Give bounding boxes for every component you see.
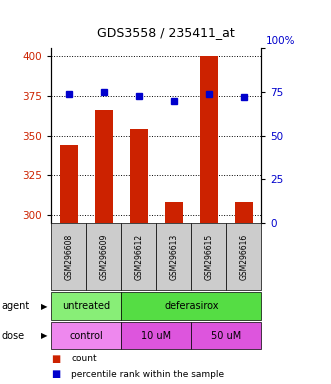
Bar [157, 223, 191, 290]
Text: GSM296612: GSM296612 [134, 233, 143, 280]
Bar [51, 292, 121, 320]
Bar [226, 223, 261, 290]
Text: 10 uM: 10 uM [141, 331, 171, 341]
Text: ▶: ▶ [41, 301, 48, 311]
Bar [51, 223, 86, 290]
Text: GDS3558 / 235411_at: GDS3558 / 235411_at [97, 26, 234, 39]
Text: GSM296615: GSM296615 [205, 233, 213, 280]
Text: agent: agent [2, 301, 30, 311]
Bar [121, 322, 191, 349]
Bar [86, 223, 121, 290]
Bar [51, 322, 121, 349]
Text: dose: dose [2, 331, 25, 341]
Bar [200, 56, 218, 223]
Bar [95, 110, 113, 223]
Text: GSM296613: GSM296613 [169, 233, 178, 280]
Bar [235, 202, 253, 223]
Text: 50 uM: 50 uM [211, 331, 242, 341]
Text: 100%: 100% [266, 36, 295, 46]
Text: ■: ■ [51, 354, 61, 364]
Bar [60, 145, 77, 223]
Bar [191, 322, 261, 349]
Text: GSM296608: GSM296608 [64, 233, 73, 280]
Bar [191, 223, 226, 290]
Bar [121, 292, 261, 320]
Text: count: count [71, 354, 97, 363]
Bar [165, 202, 183, 223]
Text: control: control [70, 331, 103, 341]
Text: GSM296616: GSM296616 [239, 233, 249, 280]
Text: deferasirox: deferasirox [164, 301, 219, 311]
Text: ▶: ▶ [41, 331, 48, 340]
Text: GSM296609: GSM296609 [99, 233, 108, 280]
Bar [130, 129, 148, 223]
Text: untreated: untreated [62, 301, 111, 311]
Text: ■: ■ [51, 369, 61, 379]
Bar [121, 223, 157, 290]
Text: percentile rank within the sample: percentile rank within the sample [71, 370, 224, 379]
